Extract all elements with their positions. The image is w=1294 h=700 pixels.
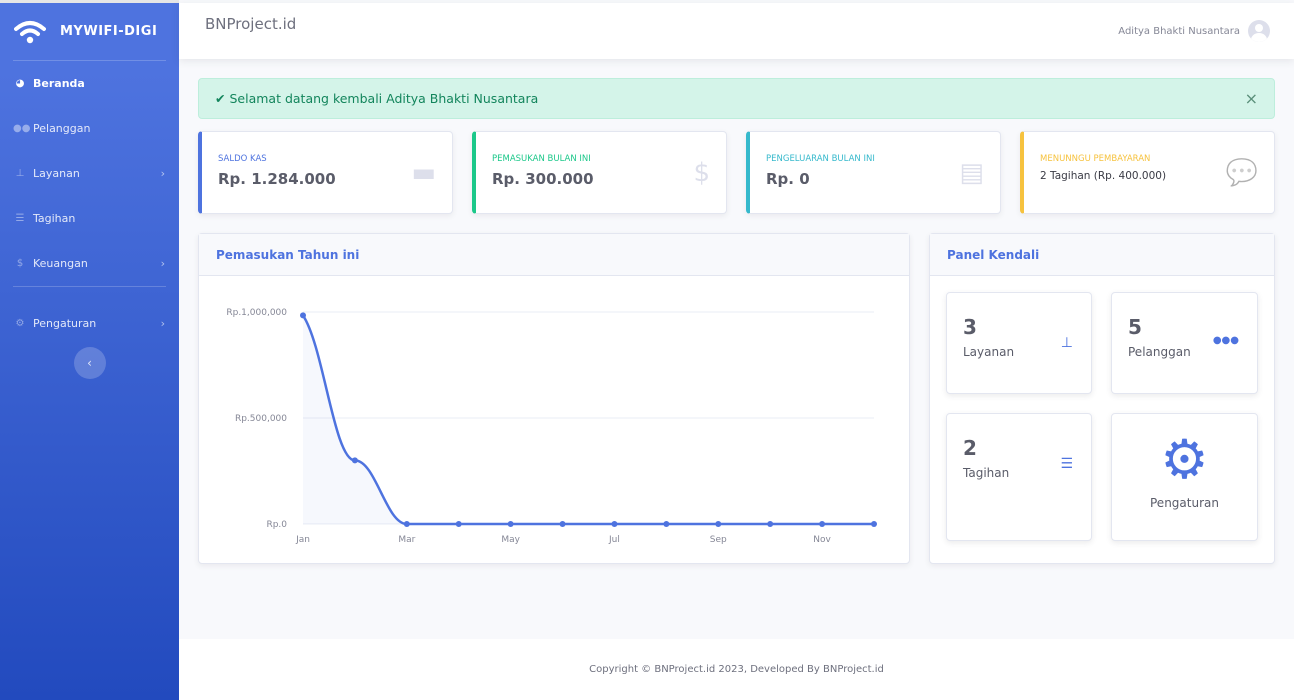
layanan-count: 3 [963, 315, 977, 339]
divider [13, 286, 166, 287]
stat-value: 2 Tagihan (Rp. 400.000) [1040, 170, 1167, 182]
user-menu[interactable]: Aditya Bhakti Nusantara [1118, 20, 1270, 42]
x-tick-label: May [501, 535, 520, 545]
alert-message: Selamat datang kembali Aditya Bhakti Nus… [229, 91, 539, 106]
data-point [871, 521, 877, 527]
gear-icon: ⚙ [1160, 428, 1209, 491]
nav-label: Pengaturan [33, 316, 97, 330]
panel-item-layanan[interactable]: 3 Layanan ⊥ [946, 292, 1092, 394]
user-name: Aditya Bhakti Nusantara [1118, 25, 1240, 37]
sidebar: MYWIFI-DIGI ◕ Beranda ●● Pelanggan ⊥ Layana… [0, 0, 179, 700]
sidebar-item-pelanggan[interactable]: ●● Pelanggan [0, 106, 179, 151]
stat-label: SALDO KAS [218, 154, 267, 164]
x-tick-label: Nov [813, 535, 831, 545]
nav-label: Beranda [33, 77, 85, 90]
x-tick-label: Mar [398, 535, 415, 545]
nav-label: Layanan [33, 167, 80, 180]
panel-item-pelanggan[interactable]: 5 Pelanggan ●●● [1111, 292, 1258, 394]
chevron-right-icon: › [160, 167, 165, 180]
users-icon: ●●● [1212, 335, 1239, 346]
stat-label: PEMASUKAN BULAN INI [492, 154, 591, 164]
list-check-icon: ☰ [1060, 456, 1073, 472]
nav-label: Keuangan [33, 257, 88, 270]
brand-name: MYWIFI-DIGI [60, 24, 158, 39]
data-point [507, 521, 514, 527]
sitemap-icon: ⊥ [15, 168, 25, 179]
copyright-text: Copyright © BNProject.id 2023, Developed… [589, 664, 884, 675]
stat-card: MENUNNGU PEMBAYARAN 2 Tagihan (Rp. 400.0… [1020, 131, 1275, 214]
y-tick-label: Rp.1,000,000 [226, 308, 287, 318]
data-point [351, 457, 358, 464]
sidebar-toggle-button[interactable]: ‹ [73, 347, 106, 379]
nav-label: Pelanggan [33, 122, 91, 135]
wallet-icon: ▬ [411, 158, 436, 188]
layanan-label: Layanan [963, 345, 1015, 359]
tagihan-count: 2 [963, 436, 977, 460]
wifi-icon [14, 20, 46, 43]
income-chart: Rp.0 Rp.500,000 Rp.1,000,000 Jan Mar May Jul Se… [226, 308, 877, 545]
data-point [403, 521, 410, 527]
sidebar-item-pengaturan[interactable]: ⚙ Pengaturan › [0, 299, 179, 347]
x-tick-label: Sep [710, 535, 727, 545]
panel-title: Panel Kendali [930, 234, 1274, 276]
stat-value: Rp. 0 [766, 170, 810, 188]
y-tick-label: Rp.500,000 [235, 414, 287, 424]
brand[interactable]: MYWIFI-DIGI [0, 3, 179, 60]
welcome-alert: ✔ Selamat datang kembali Aditya Bhakti N… [198, 78, 1275, 119]
divider [13, 60, 166, 61]
data-point [559, 521, 566, 527]
stat-card: PENGELUARAN BULAN INI Rp. 0 ▤ [746, 131, 1001, 214]
stat-label: MENUNNGU PEMBAYARAN [1040, 154, 1151, 164]
chevron-right-icon: › [160, 316, 165, 330]
gear-icon: ⚙ [15, 317, 25, 329]
y-tick-label: Rp.0 [266, 520, 287, 530]
sitemap-icon: ⊥ [1060, 335, 1073, 351]
x-tick-label: Jan [295, 535, 310, 545]
chevron-right-icon: › [160, 257, 165, 270]
x-tick-label: Jul [608, 535, 620, 545]
clipboard-list-icon: ▤ [959, 158, 984, 188]
tachometer-icon: ◕ [15, 78, 25, 89]
sidebar-item-layanan[interactable]: ⊥ Layanan › [0, 151, 179, 196]
area-fill [303, 315, 874, 524]
footer: Copyright © BNProject.id 2023, Developed… [179, 639, 1294, 700]
dollar-icon: $ [693, 158, 710, 188]
list-check-icon: ☰ [15, 213, 25, 224]
series-line [301, 314, 874, 526]
stat-card: PEMASUKAN BULAN INI Rp. 300.000 $ [472, 131, 727, 214]
topbar: BNProject.id Aditya Bhakti Nusantara [179, 3, 1294, 59]
panel-item-pengaturan[interactable]: ⚙ Pengaturan [1111, 413, 1258, 541]
income-chart-card: Pemasukan Tahun ini Rp.0 Rp.500,000 Rp.1,0… [198, 233, 910, 564]
data-point [819, 521, 826, 527]
data-point [663, 521, 670, 527]
check-icon: ✔ [215, 91, 226, 106]
data-point [715, 521, 722, 527]
stat-card: SALDO KAS Rp. 1.284.000 ▬ [198, 131, 453, 214]
data-point [767, 521, 774, 527]
sidebar-item-keuangan[interactable]: $ Keuangan › [0, 241, 179, 286]
panel-item-tagihan[interactable]: 2 Tagihan ☰ [946, 413, 1092, 541]
dollar-icon: $ [16, 258, 24, 269]
data-point [455, 521, 462, 527]
tagihan-label: Tagihan [963, 466, 1010, 480]
pengaturan-label: Pengaturan [1150, 496, 1219, 510]
pelanggan-label: Pelanggan [1128, 345, 1191, 359]
close-icon[interactable]: × [1244, 89, 1258, 108]
users-icon: ●● [13, 123, 31, 134]
nav-label: Tagihan [33, 212, 76, 225]
chart-card-title: Pemasukan Tahun ini [199, 234, 909, 276]
project-title: BNProject.id [205, 15, 297, 33]
pelanggan-count: 5 [1128, 315, 1142, 339]
chevron-left-icon: ‹ [87, 356, 92, 370]
stat-value: Rp. 1.284.000 [218, 170, 336, 188]
avatar [1248, 20, 1270, 42]
sidebar-item-tagihan[interactable]: ☰ Tagihan [0, 196, 179, 241]
stat-label: PENGELUARAN BULAN INI [766, 154, 875, 164]
data-point [611, 521, 618, 527]
stat-value: Rp. 300.000 [492, 170, 594, 188]
data-point [300, 312, 306, 319]
comments-icon: 💬 [1225, 158, 1258, 188]
sidebar-item-beranda[interactable]: ◕ Beranda [0, 61, 179, 106]
